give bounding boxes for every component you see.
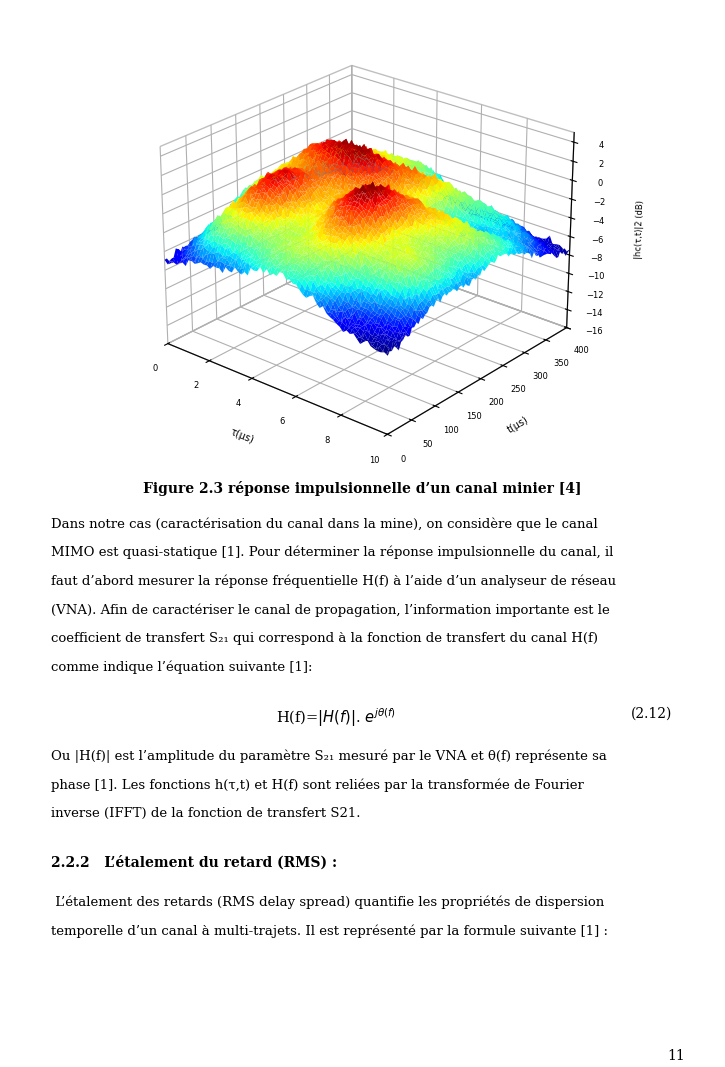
Text: Ou |H(f)| est l’amplitude du paramètre S₂₁ mesuré par le VNA et θ(f) représente : Ou |H(f)| est l’amplitude du paramètre S… (51, 750, 607, 763)
Text: L’étalement des retards (RMS delay spread) quantifie les propriétés de dispersio: L’étalement des retards (RMS delay sprea… (51, 896, 604, 909)
Y-axis label: t(μs): t(μs) (505, 414, 530, 434)
Text: faut d’abord mesurer la réponse fréquentielle H(f) à l’aide d’un analyseur de ré: faut d’abord mesurer la réponse fréquent… (51, 575, 616, 588)
Text: MIMO est quasi-statique [1]. Pour déterminer la réponse impulsionnelle du canal,: MIMO est quasi-statique [1]. Pour déterm… (51, 546, 613, 559)
Text: Dans notre cas (caractérisation du canal dans la mine), on considère que le cana: Dans notre cas (caractérisation du canal… (51, 517, 597, 530)
Text: inverse (IFFT) de la fonction de transfert S21.: inverse (IFFT) de la fonction de transfe… (51, 807, 360, 819)
Text: (VNA). Afin de caractériser le canal de propagation, l’information importante es: (VNA). Afin de caractériser le canal de … (51, 603, 610, 617)
Text: 11: 11 (667, 1049, 684, 1063)
Text: temporelle d’un canal à multi-trajets. Il est représenté par la formule suivante: temporelle d’un canal à multi-trajets. I… (51, 924, 608, 938)
Text: (2.12): (2.12) (631, 706, 672, 720)
X-axis label: τ(μs): τ(μs) (229, 427, 256, 446)
Text: Figure 2.3 réponse impulsionnelle d’un canal minier [4]: Figure 2.3 réponse impulsionnelle d’un c… (144, 481, 581, 496)
Text: comme indique l’équation suivante [1]:: comme indique l’équation suivante [1]: (51, 660, 312, 674)
Text: 2.2.2   L’étalement du retard (RMS) :: 2.2.2 L’étalement du retard (RMS) : (51, 856, 337, 870)
Text: coefficient de transfert S₂₁ qui correspond à la fonction de transfert du canal : coefficient de transfert S₂₁ qui corresp… (51, 632, 597, 646)
Text: H(f)=$|H(f)|$. $e^{j\theta(f)}$: H(f)=$|H(f)|$. $e^{j\theta(f)}$ (276, 706, 396, 729)
Text: phase [1]. Les fonctions h(τ,t) et H(f) sont reliées par la transformée de Fouri: phase [1]. Les fonctions h(τ,t) et H(f) … (51, 778, 584, 792)
